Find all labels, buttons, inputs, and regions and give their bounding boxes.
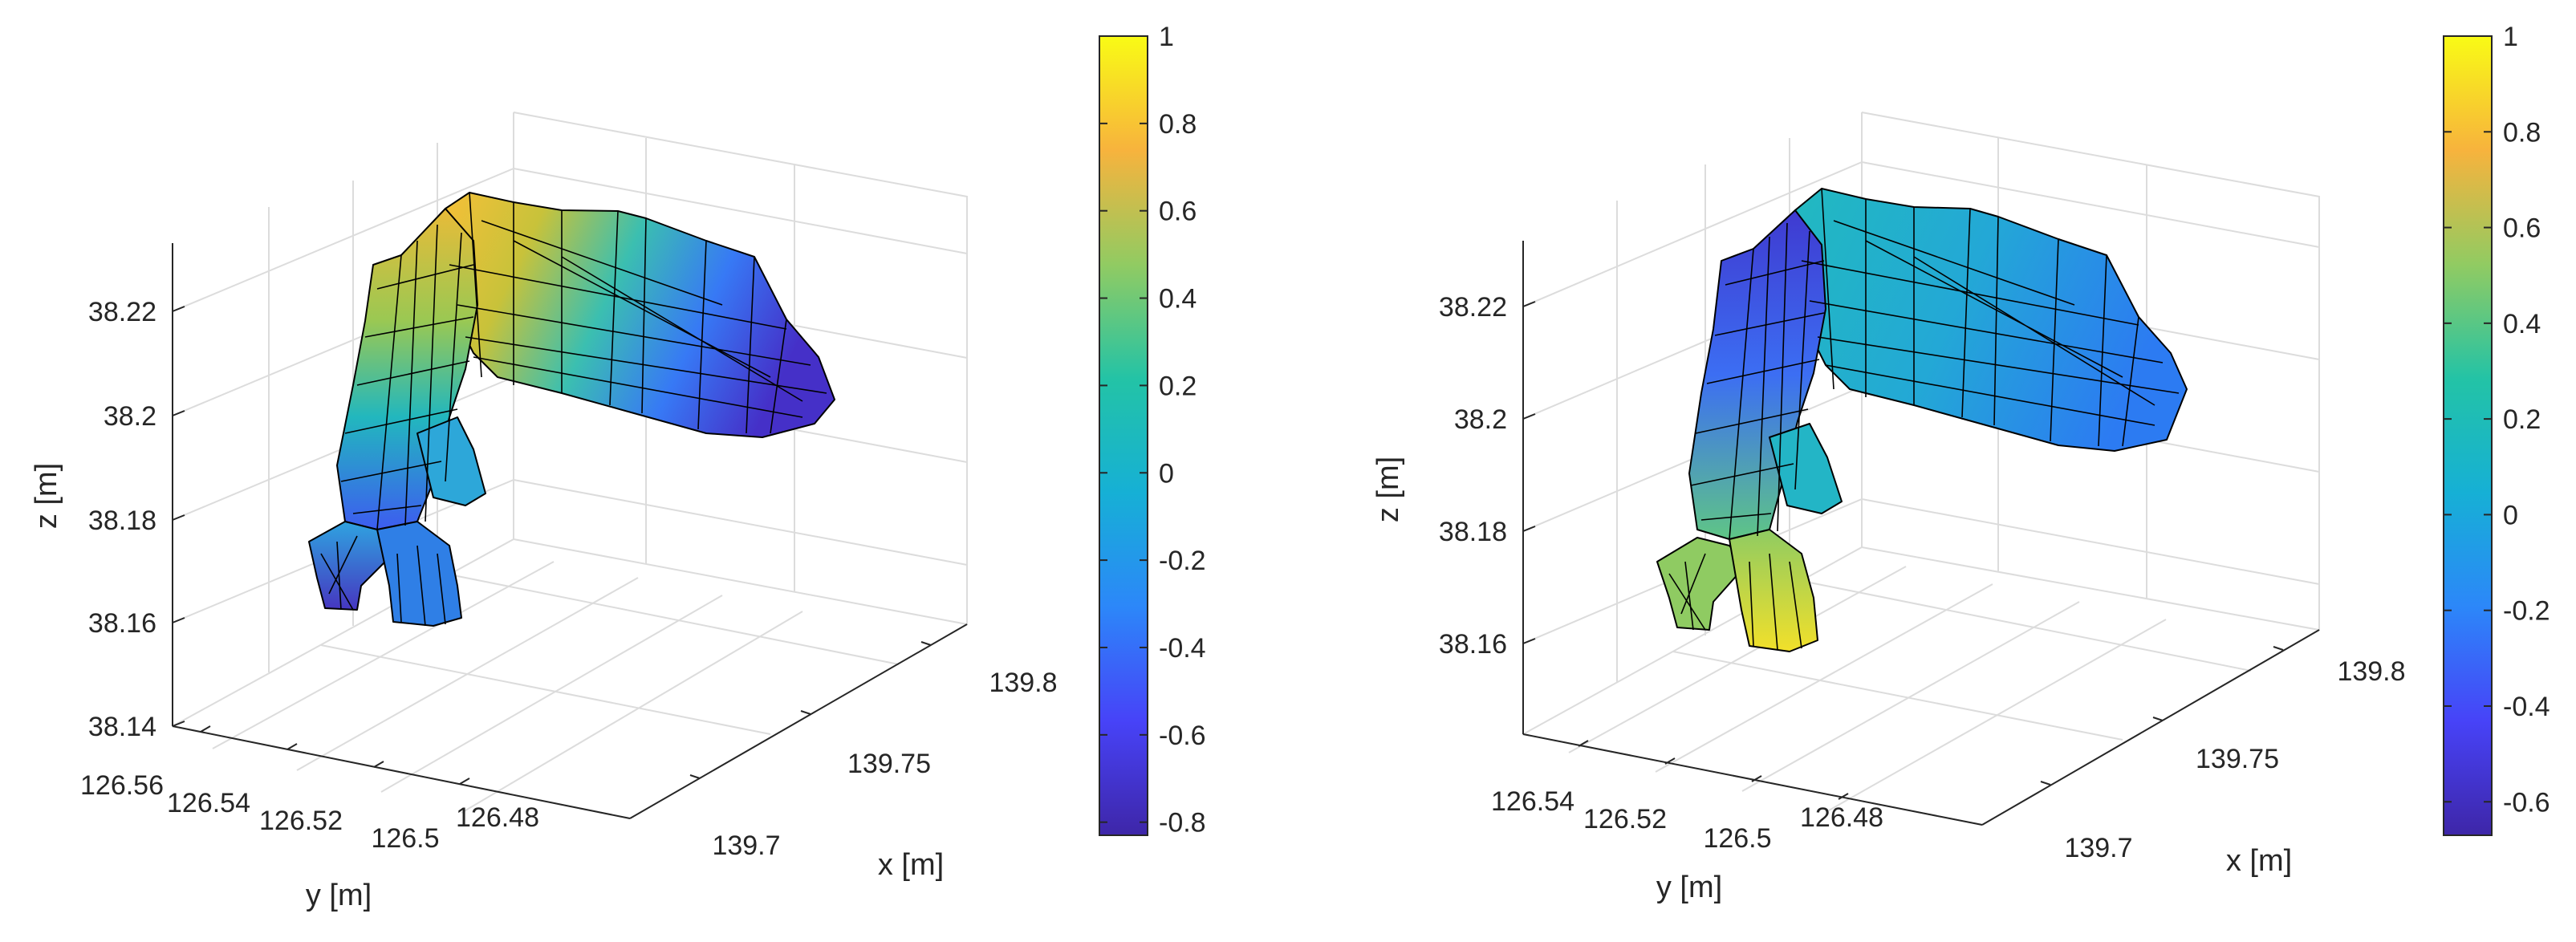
colorbar-tick-label: 0.8 <box>2503 117 2541 148</box>
colorbar-tick-label: -0.6 <box>1159 721 1206 751</box>
left-colorbar: 1 0.8 0.6 0.4 0.2 0 -0.2 -0.4 -0.6 -0.8 <box>1099 22 1206 838</box>
y-axis-label: y [m] <box>306 879 372 912</box>
colorbar-tick-label: -0.8 <box>1159 808 1206 838</box>
colorbar-tick-label: -0.2 <box>2503 596 2550 627</box>
x-axis-label: x [m] <box>878 848 944 882</box>
x-tick-label: 139.7 <box>712 830 780 861</box>
colorbar-tick-label: -0.6 <box>2503 787 2550 818</box>
left-z-ticks: 38.22 38.2 38.18 38.16 38.14 <box>88 297 156 742</box>
right-z-ticks: 38.22 38.2 38.18 38.16 <box>1439 292 1507 660</box>
colorbar-tick-label: 0.4 <box>2503 309 2541 339</box>
colorbar-tick-label: 0.6 <box>1159 197 1197 227</box>
left-axes-lines <box>172 243 968 819</box>
colorbar-right-bar <box>2443 35 2493 836</box>
right-colorbar: 1 0.8 0.6 0.4 0.2 0 -0.2 -0.4 -0.6 <box>2443 22 2550 836</box>
x-axis-label: x [m] <box>2226 844 2292 878</box>
z-axis-label: z [m] <box>30 463 63 529</box>
right-x-ticks: 139.8 139.75 139.7 <box>2064 656 2405 863</box>
mesh-lines <box>320 192 827 627</box>
colorbar-tick-label: 0.2 <box>2503 404 2541 435</box>
z-tick-label: 38.22 <box>1439 292 1507 323</box>
foot-right <box>1729 529 1818 652</box>
side-fin <box>416 416 486 506</box>
colorbar-tick-label: 0.6 <box>2503 213 2541 244</box>
colorbar-tick-label: 0 <box>2503 500 2518 530</box>
colorbar-tick-label: 0 <box>1159 458 1174 489</box>
colorbar-tick-label: 0.2 <box>1159 371 1197 401</box>
foot-right <box>376 521 462 627</box>
foot-left <box>1656 537 1746 631</box>
left-3d-axes: 38.22 38.2 38.18 38.16 38.14 z [m] 126.5… <box>30 22 1206 912</box>
side-fin <box>1769 423 1843 514</box>
y-tick-label: 126.56 <box>80 770 164 801</box>
x-tick-label: 139.8 <box>989 668 1057 698</box>
right-axes-lines <box>1522 241 2320 826</box>
z-axis-label: z [m] <box>1371 457 1405 522</box>
right-surface-mesh <box>1656 188 2188 652</box>
y-tick-label: 126.54 <box>1491 786 1574 817</box>
z-tick-label: 38.16 <box>1439 629 1507 660</box>
colorbar-tick-label: 0.4 <box>1159 284 1197 315</box>
right-plot-panel: 38.22 38.2 38.18 38.16 z [m] 126.54 126.… <box>1288 0 2576 942</box>
foot-left <box>308 521 394 611</box>
left-x-ticks: 139.8 139.75 139.7 <box>712 668 1057 861</box>
x-tick-label: 139.7 <box>2064 833 2132 863</box>
arm-upper-segment <box>1794 188 2188 452</box>
z-tick-label: 38.18 <box>1439 517 1507 547</box>
mesh-lines <box>1668 188 2180 651</box>
y-tick-label: 126.48 <box>1800 802 1883 833</box>
colorbar-tick-label: -0.4 <box>1159 633 1206 664</box>
x-tick-label: 139.75 <box>847 749 931 779</box>
z-tick-label: 38.14 <box>88 712 156 742</box>
y-tick-label: 126.54 <box>167 788 250 818</box>
colorbar-tick-label: 0.8 <box>1159 109 1197 140</box>
colorbar-tick-label: -0.4 <box>2503 692 2550 722</box>
left-plot-panel: 38.22 38.2 38.18 38.16 38.14 z [m] 126.5… <box>30 22 1206 912</box>
z-tick-label: 38.16 <box>88 608 156 639</box>
right-3d-axes: 38.22 38.2 38.18 38.16 z [m] 126.54 126.… <box>1371 22 2550 904</box>
right-y-ticks: 126.54 126.52 126.5 126.48 <box>1491 786 1883 854</box>
left-surface-mesh <box>308 192 835 627</box>
y-tick-label: 126.5 <box>1703 823 1771 854</box>
colorbar-left-bar <box>1099 35 1148 836</box>
y-axis-label: y [m] <box>1656 871 1722 904</box>
colorbar-tick-label: -0.2 <box>1159 546 1206 576</box>
colorbar-tick-label: 1 <box>1159 22 1174 52</box>
arm-upper-segment <box>445 192 835 438</box>
z-tick-label: 38.2 <box>104 401 156 432</box>
y-tick-label: 126.52 <box>1583 804 1667 834</box>
y-tick-label: 126.48 <box>456 802 539 833</box>
z-tick-label: 38.22 <box>88 297 156 327</box>
colorbar-tick-label: 1 <box>2503 22 2518 52</box>
x-tick-label: 139.75 <box>2196 744 2279 774</box>
z-tick-label: 38.2 <box>1454 404 1507 435</box>
z-tick-label: 38.18 <box>88 506 156 536</box>
y-tick-label: 126.52 <box>259 806 343 836</box>
y-tick-label: 126.5 <box>371 823 439 854</box>
x-tick-label: 139.8 <box>2337 656 2405 687</box>
left-y-ticks: 126.56 126.54 126.52 126.5 126.48 <box>80 770 539 854</box>
